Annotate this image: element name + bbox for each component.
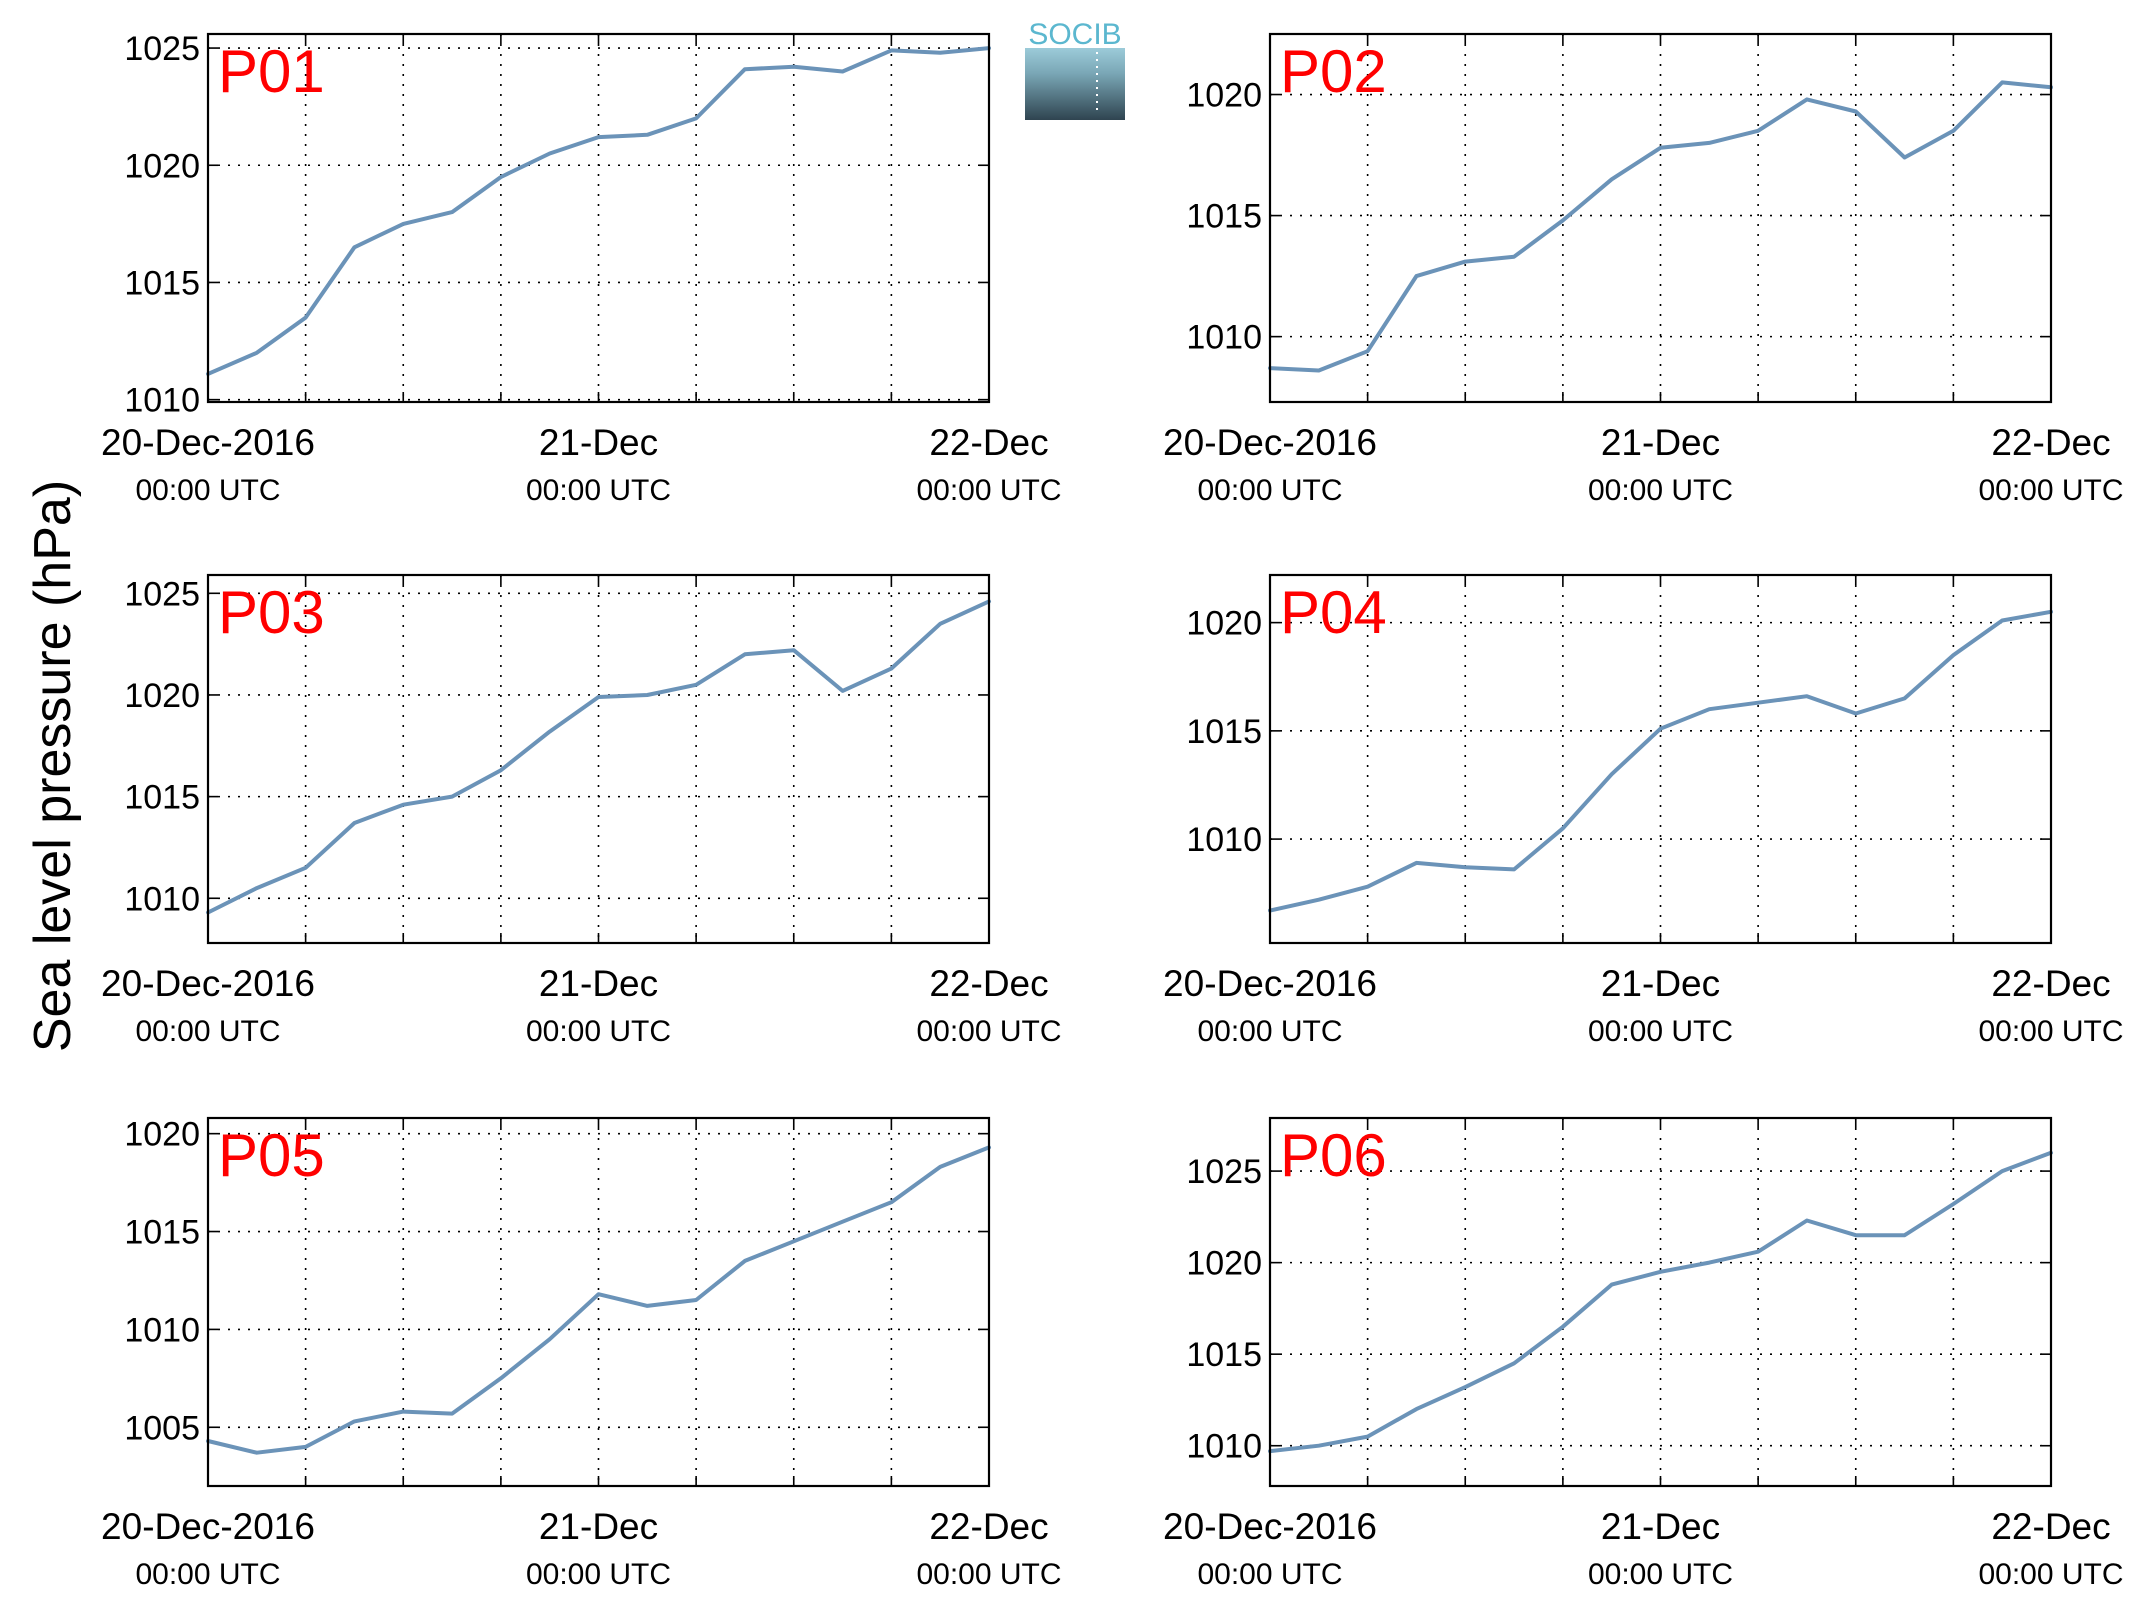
y-tick-label: 1020 [1186,605,1262,643]
y-tick-label: 1010 [124,1311,200,1349]
x-tick-label: 21-Dec [1601,422,1720,463]
axes-frame [1268,1116,2053,1488]
y-tick-label: 1010 [124,880,200,918]
panel-label: P02 [1280,38,1387,105]
panel-p04: 1010 1015 1020 20-Dec-2016 00:00 UTC 21-Dec 00… [1163,573,2124,1048]
x-tick-label: 21-Dec [1601,1506,1720,1547]
plot-area [1270,1118,2051,1486]
x-tick-sublabel: 00:00 UTC [1978,1558,2123,1591]
y-tick-label: 1010 [1186,821,1262,859]
y-tick-label: 1015 [1186,713,1262,751]
x-tick-sublabel: 00:00 UTC [135,1558,280,1591]
x-tick-sublabel: 00:00 UTC [916,474,1061,507]
plot-area [208,575,989,943]
panel-label: P05 [218,1122,325,1189]
x-tick-label: 22-Dec [929,963,1048,1004]
panels: 1010 1015 1020 1025 20-Dec-2016 00:00 UTC 21-D… [101,30,2123,1591]
y-tick-label: 1025 [1186,1153,1262,1191]
x-tick-label: 22-Dec [1991,422,2110,463]
y-tick-label: 1025 [124,575,200,613]
x-tick-label: 20-Dec-2016 [101,422,315,463]
x-tick-sublabel: 00:00 UTC [1588,1558,1733,1591]
panel-p05: 1005 1010 1015 1020 20-Dec-2016 00:00 UTC 21-D… [101,1116,1061,1591]
x-tick-label: 22-Dec [929,1506,1048,1547]
y-tick-label: 1010 [1186,1428,1262,1466]
y-tick-label: 1015 [1186,198,1262,236]
x-tick-label: 20-Dec-2016 [1163,422,1377,463]
panel-p03: 1010 1015 1020 1025 20-Dec-2016 00:00 UTC 21-D… [101,573,1062,1048]
x-tick-sublabel: 00:00 UTC [1197,1558,1342,1591]
panel-p01: 1010 1015 1020 1025 20-Dec-2016 00:00 UTC 21-D… [101,30,1061,507]
panel-p02: 1010 1015 1020 20-Dec-2016 00:00 UTC 21-Dec 00… [1163,32,2124,507]
axes-frame [206,32,991,404]
x-tick-label: 21-Dec [1601,963,1720,1004]
x-tick-label: 21-Dec [539,422,658,463]
x-tick-label: 21-Dec [539,1506,658,1547]
x-tick-sublabel: 00:00 UTC [916,1558,1061,1591]
socib-logo: SOCIB [1025,18,1125,120]
plot-area [1270,575,2051,943]
y-tick-label: 1015 [124,264,200,302]
y-tick-label: 1005 [124,1409,200,1447]
socib-logo-text: SOCIB [1028,18,1121,51]
x-tick-sublabel: 00:00 UTC [1588,1015,1733,1048]
plot-area [208,1118,989,1486]
y-tick-label: 1020 [124,147,200,185]
x-tick-label: 22-Dec [929,422,1048,463]
x-tick-sublabel: 00:00 UTC [916,1015,1061,1048]
y-tick-label: 1015 [124,779,200,817]
panel-p06: 1010 1015 1020 1025 20-Dec-2016 00:00 UTC 21-D… [1163,1116,2124,1591]
x-tick-sublabel: 00:00 UTC [1197,474,1342,507]
axes-frame [1268,573,2053,945]
y-tick-label: 1020 [124,677,200,715]
y-tick-label: 1025 [124,30,200,68]
x-tick-sublabel: 00:00 UTC [1197,1015,1342,1048]
x-tick-label: 20-Dec-2016 [1163,1506,1377,1547]
plot-area [208,34,989,402]
y-tick-label: 1020 [1186,1245,1262,1283]
panel-label: P06 [1280,1122,1387,1189]
x-tick-sublabel: 00:00 UTC [1978,1015,2123,1048]
plot-area [1270,34,2051,402]
y-tick-label: 1015 [1186,1336,1262,1374]
x-tick-label: 20-Dec-2016 [1163,963,1377,1004]
panel-label: P01 [218,38,325,105]
x-tick-label: 21-Dec [539,963,658,1004]
x-tick-sublabel: 00:00 UTC [1588,474,1733,507]
axes-frame [206,573,991,945]
y-tick-label: 1010 [124,382,200,420]
x-tick-label: 22-Dec [1991,963,2110,1004]
y-tick-label: 1020 [124,1116,200,1154]
x-tick-sublabel: 00:00 UTC [526,1015,671,1048]
x-tick-sublabel: 00:00 UTC [526,474,671,507]
x-tick-label: 20-Dec-2016 [101,963,315,1004]
socib-logo-block [1025,48,1125,120]
x-tick-sublabel: 00:00 UTC [526,1558,671,1591]
y-tick-label: 1020 [1186,77,1262,115]
x-tick-sublabel: 00:00 UTC [135,474,280,507]
x-tick-label: 20-Dec-2016 [101,1506,315,1547]
axes-frame [206,1116,991,1488]
x-tick-sublabel: 00:00 UTC [1978,474,2123,507]
figure-ylabel: Sea level pressure (hPa) [24,480,82,1052]
y-tick-label: 1010 [1186,319,1262,357]
panel-label: P04 [1280,579,1387,646]
panel-label: P03 [218,579,325,646]
y-tick-label: 1015 [124,1214,200,1252]
x-tick-label: 22-Dec [1991,1506,2110,1547]
axes-frame [1268,32,2053,404]
x-tick-sublabel: 00:00 UTC [135,1015,280,1048]
